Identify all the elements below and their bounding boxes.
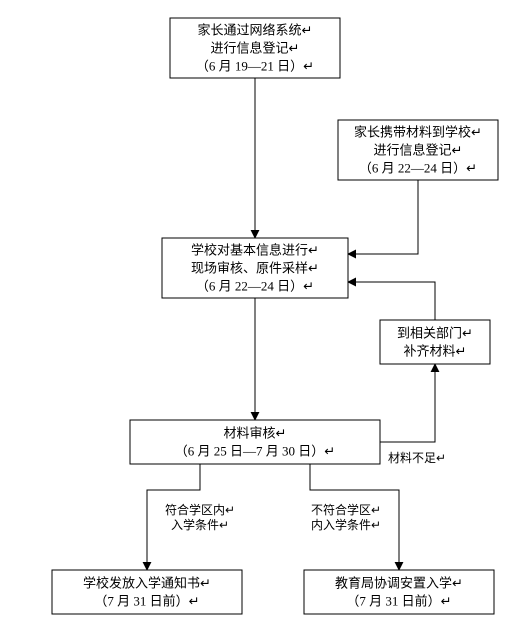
edge-label-e5: 材料不足↵ (388, 451, 446, 465)
edge-e4 (348, 282, 435, 320)
node-text-n7-0: 教育局协调安置入学↵ (335, 576, 463, 591)
node-text-n1-1: 进行信息登记↵ (211, 41, 300, 56)
edge-e5 (380, 364, 435, 442)
node-text-n3-1: 现场审核、原件采样↵ (191, 261, 319, 276)
node-n5: 材料审核↵ （6 月 25 日—7 月 30 日）↵ (130, 420, 380, 464)
node-text-n1-0: 家长通过网络系统↵ (198, 23, 313, 38)
node-text-n6-0: 学校发放入学通知书↵ (83, 576, 211, 591)
node-text-n6-1: （7 月 31 日前）↵ (94, 594, 199, 609)
node-text-n3-0: 学校对基本信息进行↵ (191, 243, 319, 258)
node-n6: 学校发放入学通知书↵ （7 月 31 日前）↵ (52, 570, 242, 614)
node-text-n2-1: 进行信息登记↵ (374, 143, 463, 158)
node-text-n2-2: （6 月 22—24 日）↵ (359, 161, 477, 176)
edge-label-e6-1: 入学条件↵ (171, 517, 229, 532)
node-n1: 家长通过网络系统↵ 进行信息登记↵ （6 月 19—21 日）↵ (170, 18, 340, 78)
node-text-n3-2: （6 月 22—24 日）↵ (196, 279, 314, 294)
node-n4: 到相关部门↵ 补齐材料↵ (380, 320, 490, 364)
node-n3: 学校对基本信息进行↵ 现场审核、原件采样↵ （6 月 22—24 日）↵ (162, 238, 348, 298)
edge-e2 (348, 180, 418, 254)
node-n7: 教育局协调安置入学↵ （7 月 31 日前）↵ (304, 570, 494, 614)
node-text-n4-1: 补齐材料↵ (404, 344, 467, 359)
edge-label-e7-1: 内入学条件↵ (311, 517, 381, 532)
edge-e7 (310, 464, 399, 570)
edge-label-e7-0: 不符合学区↵ (311, 502, 381, 517)
node-text-n4-0: 到相关部门↵ (397, 326, 473, 341)
node-text-n5-1: （6 月 25 日—7 月 30 日）↵ (175, 444, 335, 459)
edge-e6 (147, 464, 200, 570)
edge-label-e6-0: 符合学区内↵ (165, 502, 235, 517)
node-text-n5-0: 材料审核↵ (224, 426, 287, 441)
node-text-n7-1: （7 月 31 日前）↵ (346, 594, 451, 609)
node-n2: 家长携带材料到学校↵ 进行信息登记↵ （6 月 22—24 日）↵ (338, 120, 498, 180)
node-text-n2-0: 家长携带材料到学校↵ (354, 125, 482, 140)
node-text-n1-2: （6 月 19—21 日）↵ (196, 59, 314, 74)
